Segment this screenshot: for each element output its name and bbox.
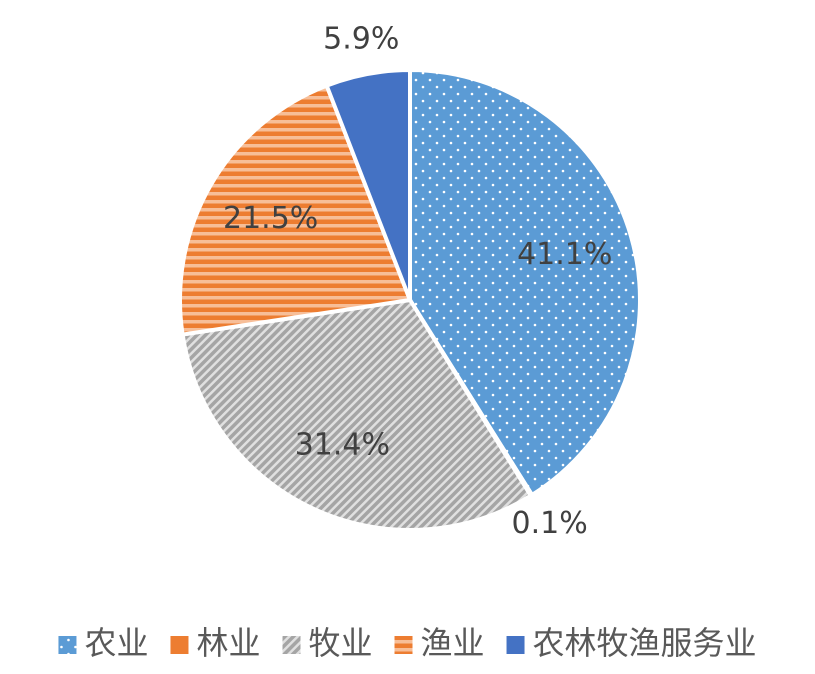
legend-label: 牧业 <box>308 624 372 662</box>
legend-swatch <box>58 636 77 654</box>
pie-slice <box>180 298 533 532</box>
legend-label: 农业 <box>84 624 148 662</box>
legend-swatch <box>394 636 413 654</box>
pie-slice <box>324 68 412 302</box>
legend: 农业 林业 牧业 渔业 农林牧渔服务业 <box>58 624 757 662</box>
pie-slice <box>178 83 412 337</box>
data-label: 41.1% <box>517 237 612 272</box>
legend-label: 农林牧渔服务业 <box>533 624 757 662</box>
data-label: 21.5% <box>223 201 318 236</box>
data-label: 31.4% <box>295 428 390 463</box>
data-label: 0.1% <box>512 506 588 541</box>
legend-label: 渔业 <box>421 624 485 662</box>
legend-swatch <box>506 636 525 654</box>
legend-swatch <box>170 636 189 654</box>
legend-label: 林业 <box>196 624 260 662</box>
data-label: 5.9% <box>323 22 399 57</box>
legend-swatch <box>282 636 301 654</box>
